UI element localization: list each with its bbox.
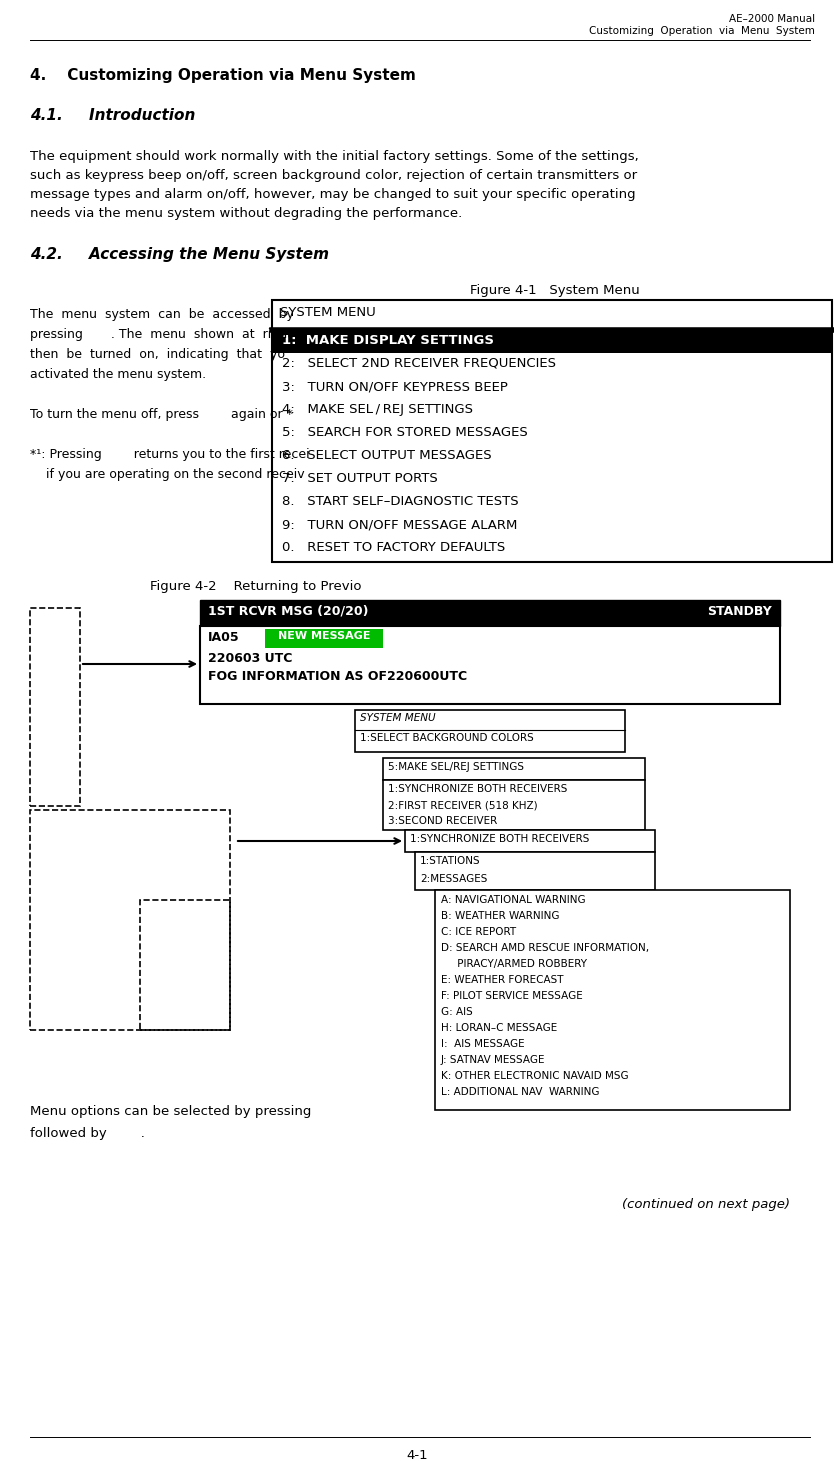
Text: FOG INFORMATION AS OF220600UTC: FOG INFORMATION AS OF220600UTC [208, 671, 467, 682]
Text: Figure 4-2    Returning to Previo: Figure 4-2 Returning to Previo [150, 580, 361, 593]
Text: if you are operating on the second receiv: if you are operating on the second recei… [30, 468, 304, 481]
Text: AE–2000 Manual: AE–2000 Manual [729, 15, 815, 23]
Text: 5:   SEARCH FOR STORED MESSAGES: 5: SEARCH FOR STORED MESSAGES [282, 427, 528, 438]
Text: A: NAVIGATIONAL WARNING: A: NAVIGATIONAL WARNING [441, 896, 585, 904]
Text: 2:MESSAGES: 2:MESSAGES [420, 874, 487, 884]
Text: 2:   SELECT 2ND RECEIVER FREQUENCIES: 2: SELECT 2ND RECEIVER FREQUENCIES [282, 356, 556, 370]
Text: 1ST RCVR MSG (20/20): 1ST RCVR MSG (20/20) [208, 605, 369, 618]
Text: followed by        .: followed by . [30, 1126, 145, 1140]
Text: NEW MESSAGE: NEW MESSAGE [278, 631, 370, 641]
Text: 8.   START SELF–DIAGNOSTIC TESTS: 8. START SELF–DIAGNOSTIC TESTS [282, 495, 519, 508]
Text: 1:SELECT BACKGROUND COLORS: 1:SELECT BACKGROUND COLORS [360, 733, 534, 744]
Bar [30, 608, 80, 806]
Text: 1:SYNCHRONIZE BOTH RECEIVERS: 1:SYNCHRONIZE BOTH RECEIVERS [388, 785, 567, 793]
Text: 1:SYNCHRONIZE BOTH RECEIVERS: 1:SYNCHRONIZE BOTH RECEIVERS [410, 834, 590, 844]
Text: activated the menu system.: activated the menu system. [30, 368, 206, 381]
Text: G: AIS: G: AIS [441, 1007, 473, 1017]
Text: E: WEATHER FORECAST: E: WEATHER FORECAST [441, 974, 564, 985]
Bar [200, 600, 780, 625]
Text: D: SEARCH AMD RESCUE INFORMATION,: D: SEARCH AMD RESCUE INFORMATION, [441, 942, 649, 953]
Bar [140, 900, 230, 1030]
Bar [200, 625, 780, 704]
Text: B: WEATHER WARNING: B: WEATHER WARNING [441, 912, 560, 920]
Text: 4:   MAKE SEL / REJ SETTINGS: 4: MAKE SEL / REJ SETTINGS [282, 403, 473, 416]
Text: The equipment should work normally with the initial factory settings. Some of th: The equipment should work normally with … [30, 150, 639, 164]
Text: Customizing  Operation  via  Menu  System: Customizing Operation via Menu System [589, 26, 815, 37]
Bar [383, 780, 645, 830]
Text: such as keypress beep on/off, screen background color, rejection of certain tran: such as keypress beep on/off, screen bac… [30, 169, 637, 183]
Text: 3:   TURN ON/OFF KEYPRESS BEEP: 3: TURN ON/OFF KEYPRESS BEEP [282, 380, 508, 393]
Text: Figure 4-1   System Menu: Figure 4-1 System Menu [470, 283, 640, 297]
Text: STANDBY: STANDBY [707, 605, 772, 618]
Text: 7.   SET OUTPUT PORTS: 7. SET OUTPUT PORTS [282, 472, 438, 485]
Text: 9:   TURN ON/OFF MESSAGE ALARM: 9: TURN ON/OFF MESSAGE ALARM [282, 519, 517, 530]
Bar [415, 852, 655, 890]
Text: F: PILOT SERVICE MESSAGE: F: PILOT SERVICE MESSAGE [441, 991, 583, 1001]
Text: *¹: Pressing        returns you to the first recei: *¹: Pressing returns you to the first re… [30, 449, 309, 462]
Text: 6.   SELECT OUTPUT MESSAGES: 6. SELECT OUTPUT MESSAGES [282, 449, 491, 462]
Text: then  be  turned  on,  indicating  that  yo: then be turned on, indicating that yo [30, 348, 285, 361]
Text: 2:FIRST RECEIVER (518 KHZ): 2:FIRST RECEIVER (518 KHZ) [388, 801, 538, 809]
Text: PIRACY/ARMED ROBBERY: PIRACY/ARMED ROBBERY [441, 958, 587, 969]
Text: L: ADDITIONAL NAV  WARNING: L: ADDITIONAL NAV WARNING [441, 1087, 600, 1097]
Text: 4.1.     Introduction: 4.1. Introduction [30, 108, 195, 123]
Bar [265, 630, 383, 649]
Bar [272, 330, 832, 354]
Bar [30, 809, 230, 1030]
Text: IA05: IA05 [208, 631, 239, 644]
Text: message types and alarm on/off, however, may be changed to suit your specific op: message types and alarm on/off, however,… [30, 188, 636, 202]
Text: (continued on next page): (continued on next page) [622, 1198, 790, 1211]
Text: SYSTEM MENU: SYSTEM MENU [360, 713, 435, 723]
Bar [405, 830, 655, 852]
Text: pressing       . The  menu  shown  at  right: pressing . The menu shown at right [30, 329, 292, 340]
Text: 1:  MAKE DISPLAY SETTINGS: 1: MAKE DISPLAY SETTINGS [282, 335, 494, 348]
Text: 3:SECOND RECEIVER: 3:SECOND RECEIVER [388, 817, 497, 825]
Bar [383, 758, 645, 780]
Text: 220603 UTC: 220603 UTC [208, 652, 293, 665]
Text: needs via the menu system without degrading the performance.: needs via the menu system without degrad… [30, 207, 462, 221]
Text: To turn the menu off, press        again or *: To turn the menu off, press again or * [30, 408, 293, 421]
Text: I:  AIS MESSAGE: I: AIS MESSAGE [441, 1039, 525, 1049]
Text: 0.   RESET TO FACTORY DEFAULTS: 0. RESET TO FACTORY DEFAULTS [282, 541, 505, 554]
Text: 5:MAKE SEL/REJ SETTINGS: 5:MAKE SEL/REJ SETTINGS [388, 763, 524, 771]
Text: 1:STATIONS: 1:STATIONS [420, 856, 480, 866]
Text: C: ICE REPORT: C: ICE REPORT [441, 926, 516, 937]
Bar [272, 300, 832, 562]
Text: SYSTEM MENU: SYSTEM MENU [280, 305, 376, 318]
Text: J: SATNAV MESSAGE: J: SATNAV MESSAGE [441, 1055, 545, 1065]
Text: The  menu  system  can  be  accessed  by: The menu system can be accessed by [30, 308, 294, 321]
Text: 4.2.     Accessing the Menu System: 4.2. Accessing the Menu System [30, 247, 329, 262]
Bar [355, 710, 625, 752]
Text: 4.    Customizing Operation via Menu System: 4. Customizing Operation via Menu System [30, 69, 416, 83]
Text: H: LORAN–C MESSAGE: H: LORAN–C MESSAGE [441, 1023, 557, 1033]
Text: 4-1: 4-1 [406, 1449, 428, 1461]
Text: K: OTHER ELECTRONIC NAVAID MSG: K: OTHER ELECTRONIC NAVAID MSG [441, 1071, 629, 1081]
Text: Menu options can be selected by pressing: Menu options can be selected by pressing [30, 1105, 311, 1118]
Bar [435, 890, 790, 1110]
